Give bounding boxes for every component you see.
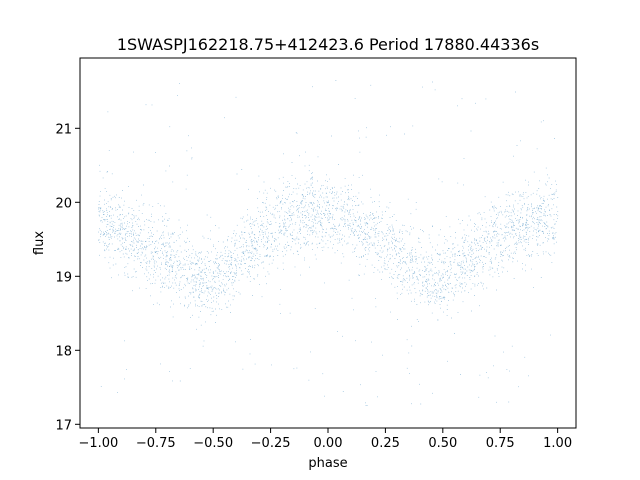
scatter-points — [98, 80, 559, 407]
x-tick-label: 0.25 — [371, 436, 400, 451]
x-axis: −1.00 −0.75 −0.50 −0.25 0.00 0.25 0.50 0.75 1.00 — [78, 428, 572, 451]
y-tick-label: 20 — [55, 196, 72, 211]
y-tick-label: 17 — [55, 418, 72, 433]
x-tick-label: −1.00 — [78, 436, 118, 451]
x-tick-label: 1.00 — [543, 436, 572, 451]
x-tick-label: −0.25 — [251, 436, 291, 451]
y-axis: 17 18 19 20 21 — [55, 122, 80, 433]
x-tick-label: 0.75 — [486, 436, 515, 451]
chart-title: 1SWASPJ162218.75+412423.6 Period 17880.4… — [117, 35, 539, 54]
y-axis-label: flux — [32, 231, 47, 255]
x-tick-label: −0.75 — [136, 436, 176, 451]
x-tick-label: 0.50 — [428, 436, 457, 451]
y-tick-label: 18 — [55, 344, 72, 359]
x-tick-label: 0.00 — [314, 436, 343, 451]
data-point-cloud — [98, 80, 559, 407]
y-tick-label: 19 — [55, 270, 72, 285]
x-tick-label: −0.50 — [193, 436, 233, 451]
y-tick-label: 21 — [55, 122, 72, 137]
x-axis-label: phase — [308, 456, 347, 471]
